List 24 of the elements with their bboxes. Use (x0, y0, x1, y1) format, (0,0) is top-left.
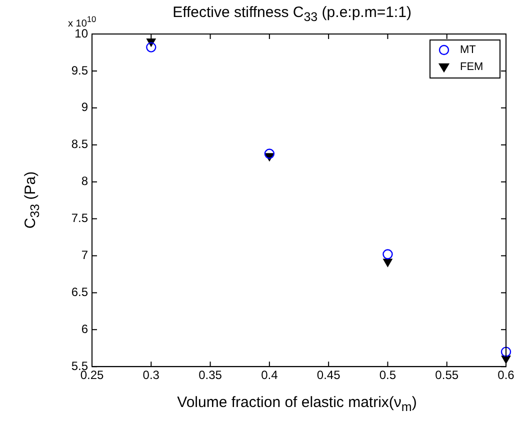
y-tick-label: 6.5 (71, 285, 88, 299)
y-tick-label: 8 (81, 174, 88, 188)
y-tick-label: 6 (81, 322, 88, 336)
legend-label: FEM (460, 61, 484, 74)
x-axis-title: Volume fraction of elastic matrix(ν$_{m}$) (176, 394, 418, 414)
x-tick-label: 0.35 (198, 368, 222, 382)
y-tick-label: 7 (81, 248, 88, 262)
point (382, 249, 393, 260)
y-tick-label: 8.5 (71, 137, 88, 152)
x-tick-label: 0.3 (142, 368, 160, 382)
point (146, 42, 156, 52)
x-tick-label: 0.6 (498, 368, 515, 382)
x-tick-label: 0.5 (379, 368, 396, 382)
x-tick-label: 0.4 (261, 368, 278, 382)
y-tick-label: 9.5 (71, 63, 88, 78)
x-tick-label: 0.55 (435, 368, 459, 382)
point (264, 148, 275, 159)
y-tick-label: 9 (81, 100, 88, 114)
x-tick-label: 0.45 (316, 368, 341, 382)
y-tick-label: 7.5 (71, 211, 88, 226)
point (500, 346, 512, 357)
point (383, 258, 392, 267)
chart-title: Effective stiffness C$_{33}$ (p.e:p.m=1:1) (172, 4, 412, 24)
legend-label: MT (460, 44, 476, 56)
